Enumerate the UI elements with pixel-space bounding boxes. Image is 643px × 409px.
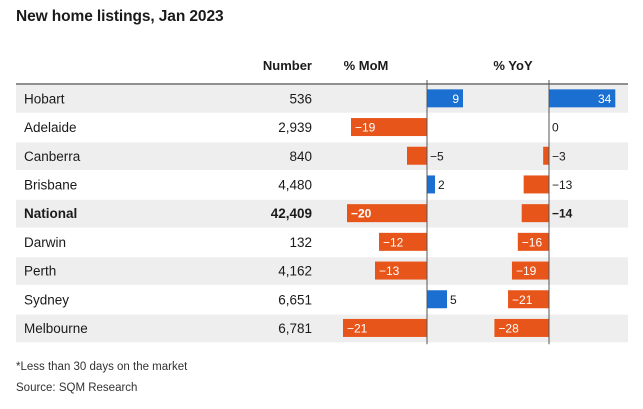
number-value: 2,939 bbox=[278, 120, 312, 135]
yoy-label: −21 bbox=[512, 293, 533, 307]
number-value: 536 bbox=[289, 91, 312, 106]
city-label: Perth bbox=[24, 264, 56, 279]
mom-bar bbox=[347, 204, 427, 223]
mom-label: −5 bbox=[430, 149, 444, 163]
mom-label: −13 bbox=[379, 264, 400, 278]
yoy-label: 34 bbox=[598, 92, 612, 106]
mom-bar bbox=[343, 318, 427, 337]
yoy-label: −28 bbox=[498, 321, 519, 335]
header-yoy: % YoY bbox=[493, 58, 533, 73]
city-label: Darwin bbox=[24, 235, 66, 250]
mom-label: −19 bbox=[355, 121, 376, 135]
yoy-bar bbox=[521, 204, 549, 223]
city-label: Adelaide bbox=[24, 120, 77, 135]
row-stripe bbox=[16, 142, 628, 171]
mom-label: −21 bbox=[347, 321, 368, 335]
yoy-bar bbox=[543, 146, 549, 165]
city-label: Canberra bbox=[24, 149, 81, 164]
yoy-label: −16 bbox=[522, 235, 543, 249]
row-stripe bbox=[16, 85, 628, 113]
yoy-bar bbox=[549, 89, 616, 108]
city-label: Melbourne bbox=[24, 321, 88, 336]
yoy-label: −13 bbox=[552, 178, 573, 192]
column-headers: Number % MoM % YoY bbox=[16, 58, 628, 85]
mom-label: 2 bbox=[438, 178, 445, 192]
mom-bar bbox=[427, 89, 463, 108]
header-mom: % MoM bbox=[344, 58, 389, 73]
city-label: National bbox=[24, 206, 77, 221]
number-value: 6,651 bbox=[278, 292, 312, 307]
header-number: Number bbox=[263, 58, 312, 73]
number-value: 6,781 bbox=[278, 321, 312, 336]
yoy-bar bbox=[494, 318, 549, 337]
chart-title: New home listings, Jan 2023 bbox=[16, 8, 224, 25]
mom-bar bbox=[427, 175, 435, 194]
bars bbox=[343, 80, 616, 345]
yoy-bar bbox=[508, 290, 549, 309]
mom-label: −12 bbox=[383, 235, 404, 249]
city-label: Sydney bbox=[24, 292, 69, 307]
cell-text: Hobart 536 9 34 Adelaide 2,939 −19 0 Canberra 840… bbox=[24, 91, 612, 336]
city-label: Hobart bbox=[24, 91, 65, 106]
yoy-label: −19 bbox=[516, 264, 537, 278]
city-label: Brisbane bbox=[24, 177, 77, 192]
number-value: 42,409 bbox=[271, 206, 312, 221]
number-value: 840 bbox=[289, 149, 312, 164]
source-note: Source: SQM Research bbox=[16, 382, 138, 394]
mom-bar bbox=[379, 232, 427, 251]
mom-label: −20 bbox=[351, 207, 372, 221]
yoy-bar bbox=[523, 175, 549, 194]
mom-label: 9 bbox=[452, 92, 459, 106]
yoy-label: −14 bbox=[552, 207, 573, 221]
number-value: 132 bbox=[289, 235, 312, 250]
number-value: 4,480 bbox=[278, 177, 312, 192]
mom-label: 5 bbox=[450, 293, 457, 307]
yoy-label: −3 bbox=[552, 149, 566, 163]
yoy-bar bbox=[511, 261, 549, 280]
number-value: 4,162 bbox=[278, 264, 312, 279]
mom-bar bbox=[407, 146, 427, 165]
footnote: *Less than 30 days on the market bbox=[16, 361, 188, 373]
mom-bar bbox=[427, 290, 447, 309]
mom-bar bbox=[375, 261, 427, 280]
mom-bar bbox=[351, 118, 427, 137]
yoy-bar bbox=[517, 232, 549, 251]
yoy-label: 0 bbox=[552, 121, 559, 135]
